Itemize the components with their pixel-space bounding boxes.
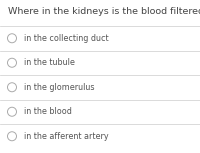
Text: in the glomerulus: in the glomerulus <box>24 83 95 92</box>
Text: in the afferent artery: in the afferent artery <box>24 132 109 141</box>
Text: in the blood: in the blood <box>24 107 72 116</box>
Text: in the tubule: in the tubule <box>24 58 75 67</box>
Text: in the collecting duct: in the collecting duct <box>24 34 109 43</box>
Text: Where in the kidneys is the blood filtered?: Where in the kidneys is the blood filter… <box>8 7 200 16</box>
